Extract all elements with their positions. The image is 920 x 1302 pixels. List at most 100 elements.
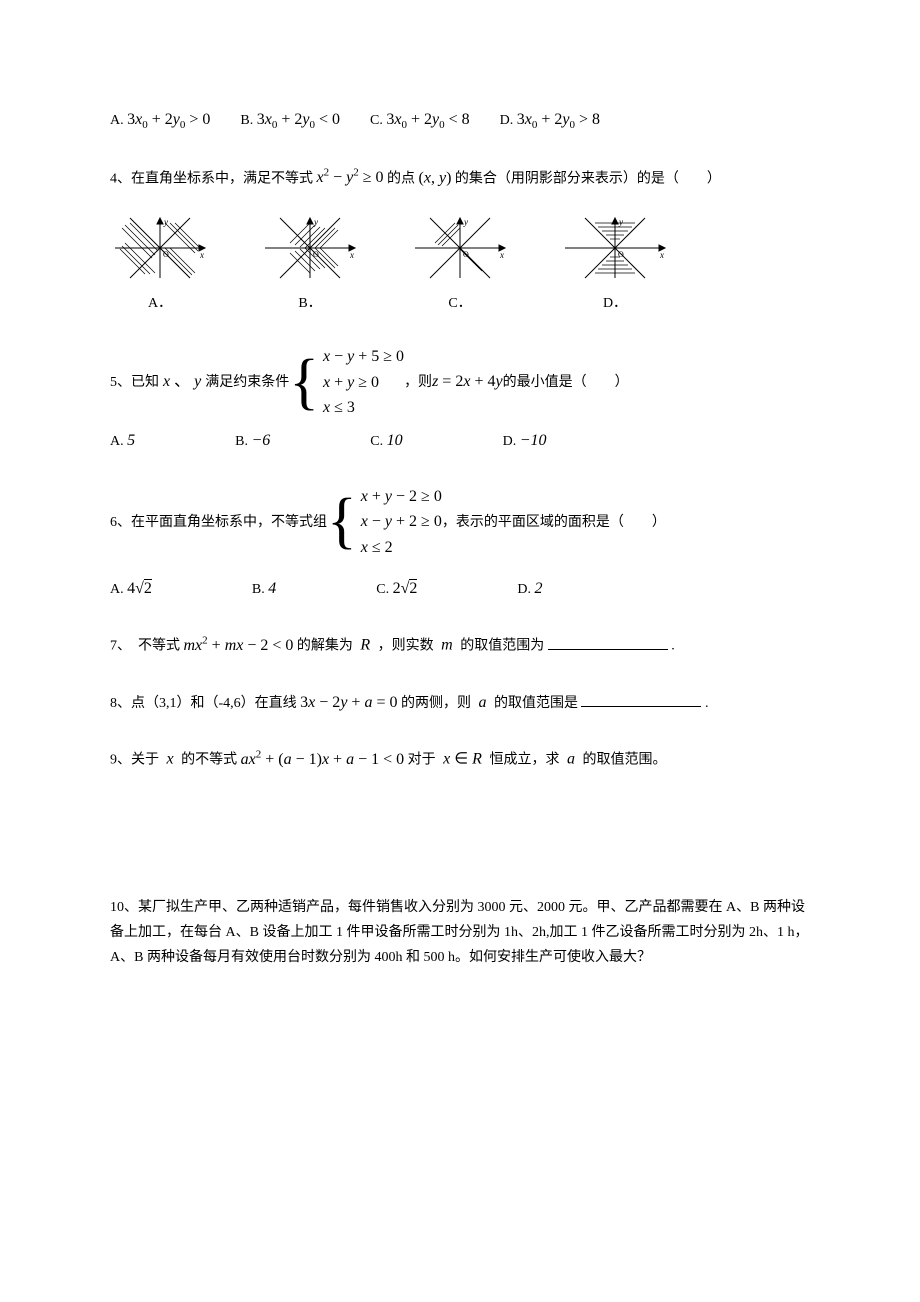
option-c-expr: 3x0 + 2y0 < 8 [386, 111, 469, 128]
q6-sys1: x + y − 2 ≥ 0 [361, 484, 442, 510]
q8-period: . [705, 696, 709, 711]
q5-opt-b-label: B. [235, 434, 248, 449]
q5-opt-a-val: 5 [127, 432, 135, 449]
option-row: A. 3x0 + 2y0 > 0 B. 3x0 + 2y0 < 0 C. 3x0… [110, 106, 810, 136]
q9-mid2: 对于 [408, 753, 436, 768]
svg-text:y: y [163, 217, 168, 227]
q4-text: 4、在直角坐标系中，满足不等式 x2 − y2 ≥ 0 的点 (x, y) 的集… [110, 164, 810, 193]
q5-vars: x 、 y [159, 368, 205, 397]
q5-opt-c-label: C. [370, 434, 383, 449]
q10-text: 10、某厂拟生产甲、乙两种适销产品，每件销售收入分别为 3000 元、2000 … [110, 900, 808, 965]
svg-text:x: x [349, 250, 354, 260]
option-a-expr: 3x0 + 2y0 > 0 [127, 111, 210, 128]
q5-opt-c: C. 10 [370, 427, 402, 456]
diagram-a: y x O A． [110, 213, 210, 316]
q7-period: . [671, 639, 675, 654]
q7-s2: 的取值范围为 [460, 639, 544, 654]
q5-mid2: ，则 [404, 370, 432, 395]
q5-sys2: x + y ≥ 0 [323, 370, 404, 396]
q5-mid1: 满足约束条件 [205, 370, 289, 395]
q6-opt-c: C. 2√2 [376, 575, 417, 604]
question-6: 6、在平面直角坐标系中，不等式组 { x + y − 2 ≥ 0 x − y +… [110, 484, 810, 604]
question-5: 5、已知 x 、 y 满足约束条件 { x − y + 5 ≥ 0 x + y … [110, 344, 810, 456]
q8-suffix: 的取值范围是 [494, 696, 578, 711]
option-d-label: D. [500, 113, 514, 128]
q4-expr: x2 − y2 ≥ 0 [317, 169, 384, 186]
q4-point: (x, y) [419, 169, 452, 186]
option-d-expr: 3x0 + 2y0 > 8 [517, 111, 600, 128]
svg-text:y: y [313, 217, 318, 227]
q5-opt-d-label: D. [503, 434, 517, 449]
answer-blank [548, 636, 668, 650]
question-10: 10、某厂拟生产甲、乙两种适销产品，每件销售收入分别为 3000 元、2000 … [110, 895, 810, 971]
option-b: B. 3x0 + 2y0 < 0 [240, 106, 340, 136]
q6-suffix: ，表示的平面区域的面积是（ ） [442, 510, 666, 535]
option-a: A. 3x0 + 2y0 > 0 [110, 106, 210, 136]
option-c-label: C. [370, 113, 383, 128]
diagram-d-svg: y x O [560, 213, 670, 283]
q6-prefix: 6、在平面直角坐标系中，不等式组 [110, 510, 327, 535]
svg-text:O: O [163, 250, 169, 259]
svg-text:y: y [463, 217, 468, 227]
q7-set: R [356, 637, 374, 654]
q7-var: m [437, 637, 457, 654]
q8-var: a [474, 694, 490, 711]
q9-mid1: 的不等式 [181, 753, 237, 768]
q4-suffix: 的集合（用阴影部分来表示）的是（ ） [455, 171, 721, 186]
option-b-label: B. [240, 113, 253, 128]
q5-opt-b: B. −6 [235, 427, 270, 456]
q6-opt-a-val: 4√2 [127, 579, 152, 597]
q8-expr: 3x − 2y + a = 0 [300, 694, 397, 711]
option-a-label: A. [110, 113, 124, 128]
q6-opt-d: D. 2 [517, 575, 542, 604]
q8-prefix: 8、点（3,1）和（-4,6）在直线 [110, 696, 297, 711]
question-3-options: A. 3x0 + 2y0 > 0 B. 3x0 + 2y0 < 0 C. 3x0… [110, 106, 810, 136]
q9-var2: a [563, 751, 579, 768]
svg-text:x: x [659, 250, 664, 260]
q9-suffix: 的取值范围。 [582, 753, 666, 768]
svg-text:O: O [618, 250, 624, 259]
q6-opt-c-val: 2√2 [393, 579, 418, 597]
option-b-expr: 3x0 + 2y0 < 0 [257, 111, 340, 128]
q6-opt-b-label: B. [252, 582, 265, 597]
q4-mid: 的点 [387, 171, 415, 186]
q5-prefix: 5、已知 [110, 370, 159, 395]
answer-blank [581, 693, 701, 707]
q5-z: z = 2x + 4y [432, 368, 503, 397]
q9-mid3: 恒成立，求 [489, 753, 559, 768]
svg-text:O: O [313, 250, 319, 259]
question-8: 8、点（3,1）和（-4,6）在直线 3x − 2y + a = 0 的两侧，则… [110, 689, 810, 718]
diagram-a-label: A． [110, 291, 210, 316]
diagram-b-label: B． [260, 291, 360, 316]
option-d: D. 3x0 + 2y0 > 8 [500, 106, 600, 136]
q7-s1: ，则实数 [378, 639, 434, 654]
q6-opt-b: B. 4 [252, 575, 276, 604]
q6-opt-d-val: 2 [535, 580, 543, 597]
svg-text:x: x [499, 250, 504, 260]
q5-opt-c-val: 10 [387, 432, 403, 449]
q7-prefix: 7、 不等式 [110, 639, 180, 654]
diagram-d-label: D． [560, 291, 670, 316]
q6-opt-a: A. 4√2 [110, 575, 152, 604]
q6-opt-d-label: D. [517, 582, 531, 597]
question-9: 9、关于 x 的不等式 ax2 + (a − 1)x + a − 1 < 0 对… [110, 745, 810, 774]
q5-opt-a-label: A. [110, 434, 124, 449]
q5-opt-b-val: −6 [251, 432, 270, 449]
q6-opt-b-val: 4 [268, 580, 276, 597]
svg-text:O: O [463, 250, 469, 259]
q5-opt-d-val: −10 [520, 432, 547, 449]
q5-opt-d: D. −10 [503, 427, 547, 456]
q9-prefix: 9、关于 [110, 753, 159, 768]
diagram-c-svg: y x O [410, 213, 510, 283]
q6-text: 6、在平面直角坐标系中，不等式组 { x + y − 2 ≥ 0 x − y +… [110, 484, 810, 561]
q4-prefix: 4、在直角坐标系中，满足不等式 [110, 171, 313, 186]
q5-suffix: 的最小值是（ ） [503, 370, 629, 395]
q5-options: A. 5 B. −6 C. 10 D. −10 [110, 427, 810, 456]
q9-expr: ax2 + (a − 1)x + a − 1 < 0 [241, 751, 405, 768]
diagram-b-svg: y x O [260, 213, 360, 283]
q6-system: { x + y − 2 ≥ 0 x − y + 2 ≥ 0 x ≤ 2 [327, 484, 442, 561]
question-4: 4、在直角坐标系中，满足不等式 x2 − y2 ≥ 0 的点 (x, y) 的集… [110, 164, 810, 316]
q5-system: { x − y + 5 ≥ 0 x + y ≥ 0 x ≤ 3 [289, 344, 404, 421]
q7-expr: mx2 + mx − 2 < 0 [184, 637, 294, 654]
option-c: C. 3x0 + 2y0 < 8 [370, 106, 470, 136]
